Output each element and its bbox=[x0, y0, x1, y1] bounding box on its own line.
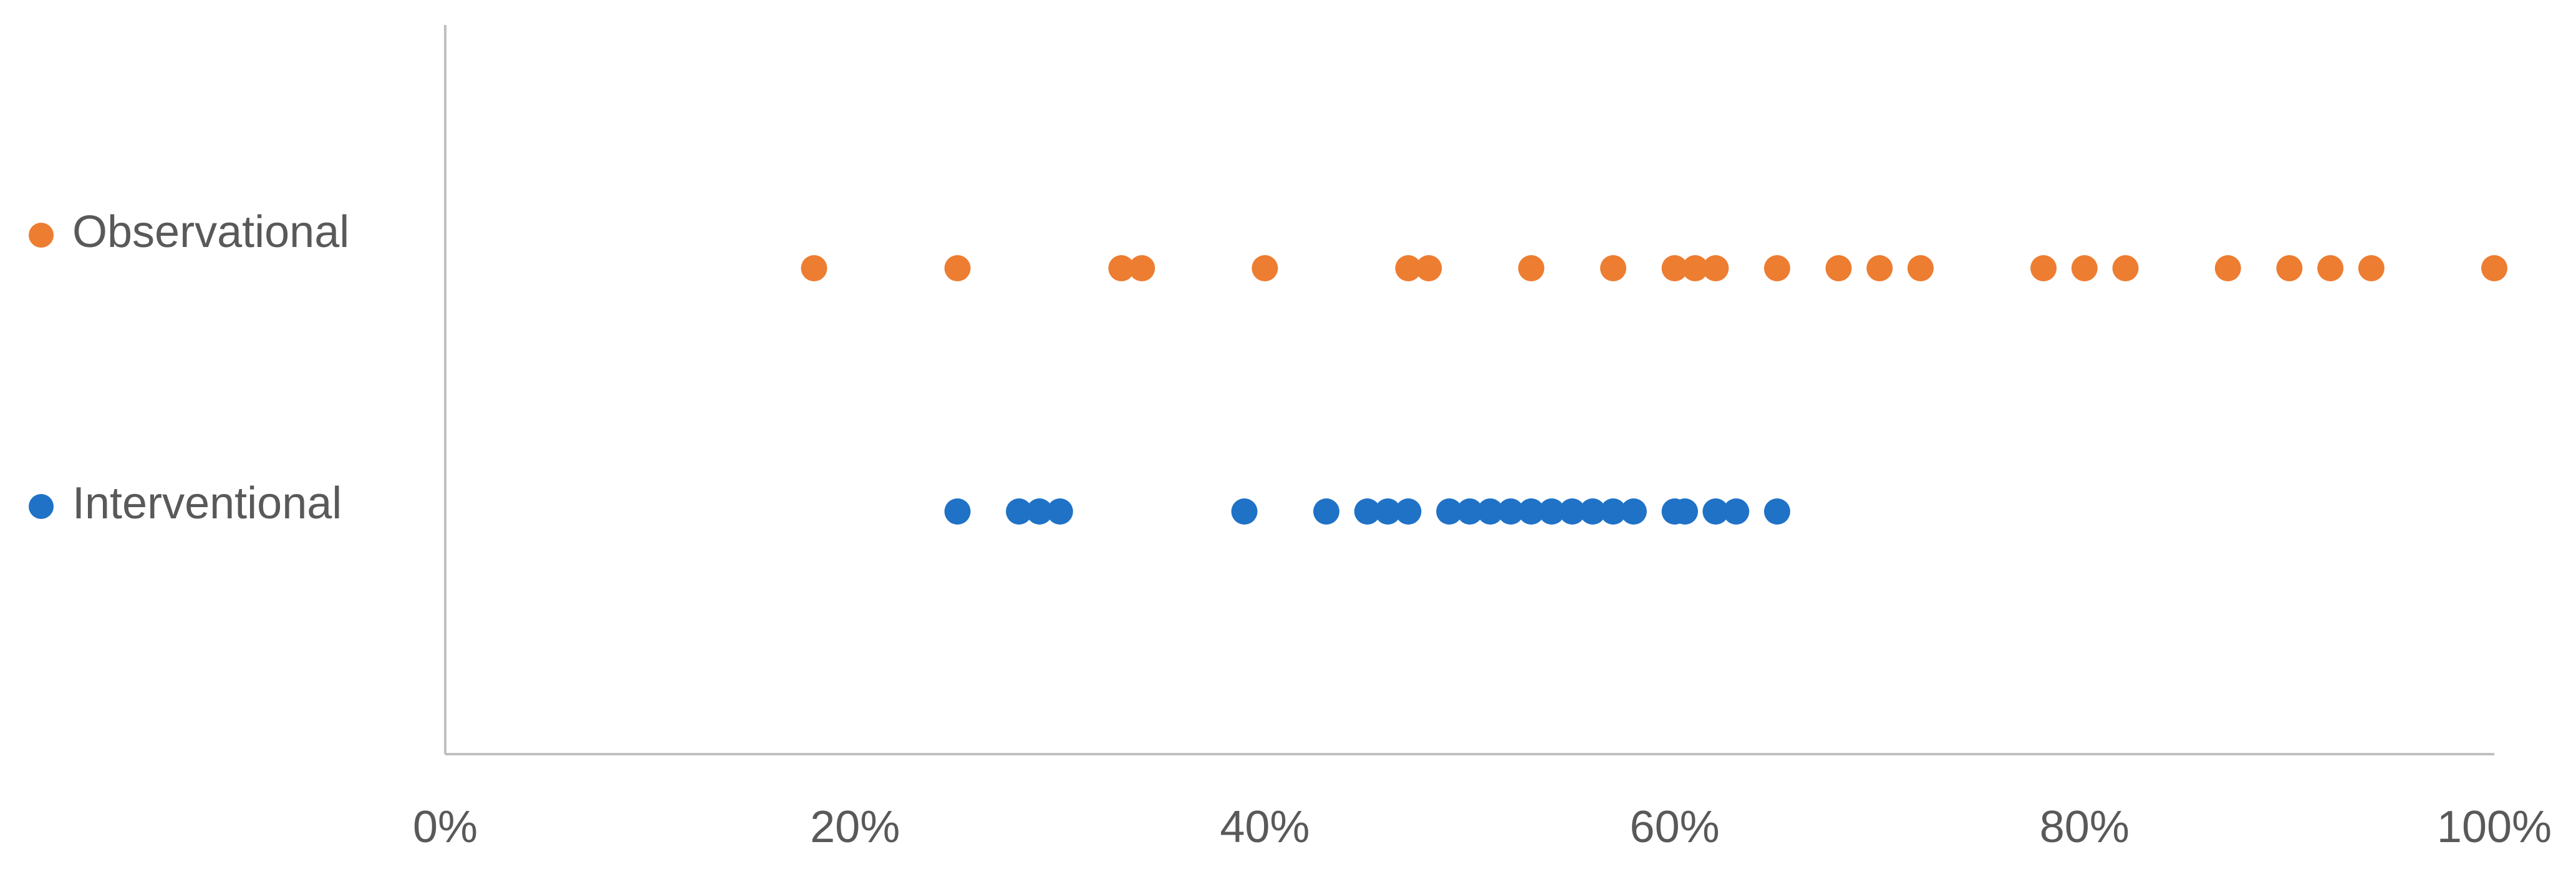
x-tick-label: 60% bbox=[1630, 802, 1720, 852]
dot bbox=[1702, 498, 1729, 525]
dot bbox=[1723, 498, 1750, 525]
dot bbox=[1026, 498, 1053, 525]
dot bbox=[1600, 498, 1627, 525]
dot bbox=[2112, 255, 2139, 281]
x-tick-label: 20% bbox=[810, 802, 900, 852]
dot bbox=[2317, 255, 2344, 281]
x-tick-label: 40% bbox=[1220, 802, 1310, 852]
dot bbox=[2071, 255, 2098, 281]
dot bbox=[1518, 498, 1545, 525]
dot bbox=[1682, 255, 1709, 281]
dot bbox=[1416, 255, 1442, 281]
dot bbox=[2481, 255, 2507, 281]
dot bbox=[1538, 498, 1565, 525]
dot bbox=[1866, 255, 1893, 281]
dot bbox=[1763, 255, 1790, 281]
dot bbox=[944, 498, 971, 525]
dot bbox=[1457, 498, 1483, 525]
dot bbox=[1702, 255, 1729, 281]
dot bbox=[1661, 255, 1688, 281]
dot bbox=[1559, 498, 1586, 525]
dot bbox=[2358, 255, 2385, 281]
x-tick-label: 100% bbox=[2437, 802, 2552, 852]
dot bbox=[1436, 498, 1463, 525]
dot bbox=[1497, 498, 1524, 525]
legend-label: Observational bbox=[72, 207, 349, 257]
legend-marker bbox=[29, 223, 54, 248]
dot bbox=[1620, 498, 1647, 525]
dot bbox=[1108, 255, 1135, 281]
dot bbox=[1354, 498, 1381, 525]
dot bbox=[1252, 255, 1278, 281]
dot bbox=[1672, 498, 1699, 525]
dot bbox=[1374, 498, 1401, 525]
dot bbox=[1046, 498, 1073, 525]
dot bbox=[1600, 255, 1627, 281]
dot bbox=[1129, 255, 1155, 281]
legend-marker bbox=[29, 494, 54, 519]
dot bbox=[1395, 255, 1422, 281]
x-tick-label: 0% bbox=[413, 802, 478, 852]
dot bbox=[1518, 255, 1545, 281]
dot bbox=[1763, 498, 1790, 525]
dot bbox=[2214, 255, 2241, 281]
dot bbox=[801, 255, 827, 281]
dot bbox=[1580, 498, 1606, 525]
dot bbox=[1477, 498, 1503, 525]
dot bbox=[2030, 255, 2057, 281]
dot bbox=[2276, 255, 2303, 281]
dot bbox=[1825, 255, 1852, 281]
dot bbox=[1907, 255, 1934, 281]
legend-label: Interventional bbox=[72, 478, 342, 528]
x-tick-label: 80% bbox=[2040, 802, 2130, 852]
dot bbox=[944, 255, 971, 281]
dot bbox=[1395, 498, 1422, 525]
dot bbox=[1313, 498, 1339, 525]
dot bbox=[1006, 498, 1033, 525]
dot bbox=[1231, 498, 1258, 525]
